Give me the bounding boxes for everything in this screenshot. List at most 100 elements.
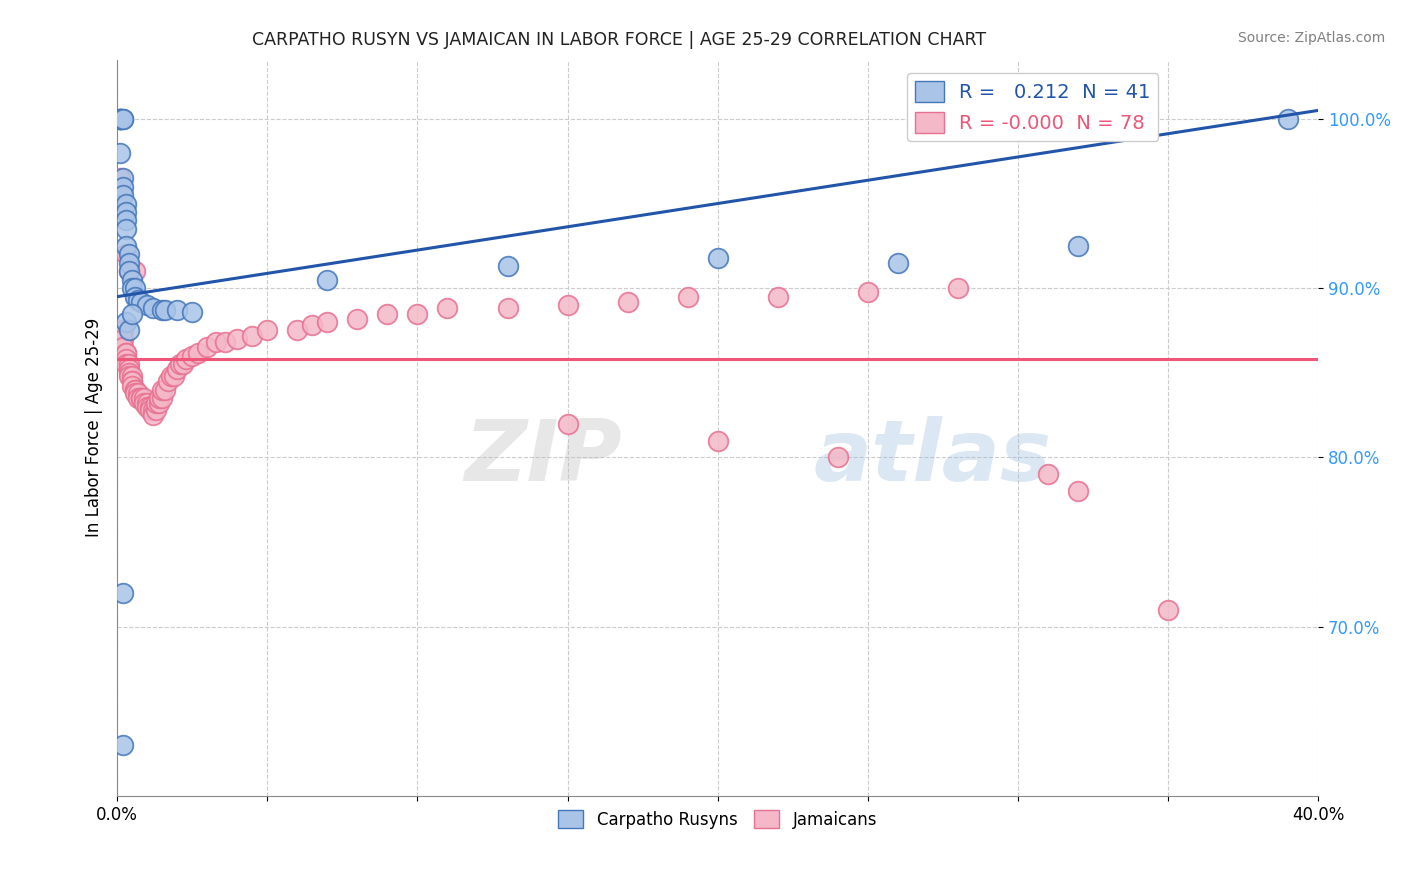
Point xyxy=(112,188,135,202)
Point xyxy=(134,396,156,410)
Point xyxy=(118,264,141,278)
Point xyxy=(1277,112,1299,126)
Point xyxy=(124,383,146,397)
Point xyxy=(129,294,152,309)
Point xyxy=(172,357,194,371)
Point xyxy=(1036,467,1059,482)
Point xyxy=(676,290,699,304)
Point xyxy=(166,303,188,318)
Point xyxy=(946,281,969,295)
Point xyxy=(557,298,579,312)
Point xyxy=(240,328,263,343)
Point xyxy=(827,450,849,465)
Point xyxy=(124,290,146,304)
Point xyxy=(150,383,173,397)
Point xyxy=(124,281,146,295)
Point xyxy=(155,383,177,397)
Point xyxy=(118,264,141,278)
Text: CARPATHO RUSYN VS JAMAICAN IN LABOR FORCE | AGE 25-29 CORRELATION CHART: CARPATHO RUSYN VS JAMAICAN IN LABOR FORC… xyxy=(252,31,986,49)
Point xyxy=(118,357,141,371)
Point xyxy=(706,434,728,448)
Point xyxy=(496,301,519,316)
Point xyxy=(108,112,131,126)
Point xyxy=(112,349,135,363)
Point xyxy=(136,396,159,410)
Point xyxy=(115,213,138,227)
Point xyxy=(115,315,138,329)
Point xyxy=(127,391,149,405)
Point xyxy=(187,345,209,359)
Point xyxy=(214,335,236,350)
Point xyxy=(118,247,141,261)
Point xyxy=(121,374,143,388)
Point xyxy=(205,335,228,350)
Point xyxy=(115,222,138,236)
Point xyxy=(181,305,204,319)
Point xyxy=(134,391,156,405)
Point xyxy=(496,259,519,273)
Legend: Carpatho Rusyns, Jamaicans: Carpatho Rusyns, Jamaicans xyxy=(551,804,884,836)
Point xyxy=(115,196,138,211)
Point xyxy=(160,369,183,384)
Point xyxy=(148,391,170,405)
Point xyxy=(118,362,141,376)
Point xyxy=(406,307,429,321)
Point xyxy=(346,311,368,326)
Point xyxy=(150,391,173,405)
Point xyxy=(115,352,138,367)
Point xyxy=(118,369,141,384)
Point xyxy=(112,179,135,194)
Point xyxy=(285,324,308,338)
Point xyxy=(112,112,135,126)
Point xyxy=(127,293,149,307)
Point xyxy=(157,374,180,388)
Point xyxy=(142,408,165,422)
Point xyxy=(124,386,146,401)
Point xyxy=(115,345,138,359)
Point xyxy=(139,400,162,414)
Text: Source: ZipAtlas.com: Source: ZipAtlas.com xyxy=(1237,31,1385,45)
Point xyxy=(150,303,173,318)
Y-axis label: In Labor Force | Age 25-29: In Labor Force | Age 25-29 xyxy=(86,318,103,538)
Point xyxy=(108,145,131,160)
Point xyxy=(121,273,143,287)
Point xyxy=(148,396,170,410)
Point xyxy=(118,324,141,338)
Point xyxy=(142,301,165,316)
Point xyxy=(121,379,143,393)
Point xyxy=(121,307,143,321)
Point xyxy=(121,369,143,384)
Point xyxy=(108,112,131,126)
Point xyxy=(301,318,323,333)
Point xyxy=(616,294,638,309)
Point xyxy=(887,256,910,270)
Point xyxy=(124,383,146,397)
Point xyxy=(155,303,177,318)
Point xyxy=(166,362,188,376)
Point xyxy=(436,301,458,316)
Point xyxy=(142,403,165,417)
Point xyxy=(129,391,152,405)
Point xyxy=(766,290,789,304)
Point xyxy=(1067,484,1090,499)
Point xyxy=(115,247,138,261)
Point xyxy=(1067,239,1090,253)
Point xyxy=(195,340,218,354)
Point xyxy=(169,357,191,371)
Point xyxy=(226,332,249,346)
Point xyxy=(127,386,149,401)
Point xyxy=(112,340,135,354)
Point xyxy=(856,285,879,299)
Point xyxy=(377,307,399,321)
Point xyxy=(112,739,135,753)
Point xyxy=(115,345,138,359)
Text: ZIP: ZIP xyxy=(464,416,621,499)
Point xyxy=(118,256,141,270)
Point xyxy=(118,366,141,380)
Point xyxy=(115,239,138,253)
Point xyxy=(108,188,131,202)
Point xyxy=(557,417,579,431)
Point xyxy=(112,112,135,126)
Point xyxy=(112,586,135,600)
Point xyxy=(112,171,135,186)
